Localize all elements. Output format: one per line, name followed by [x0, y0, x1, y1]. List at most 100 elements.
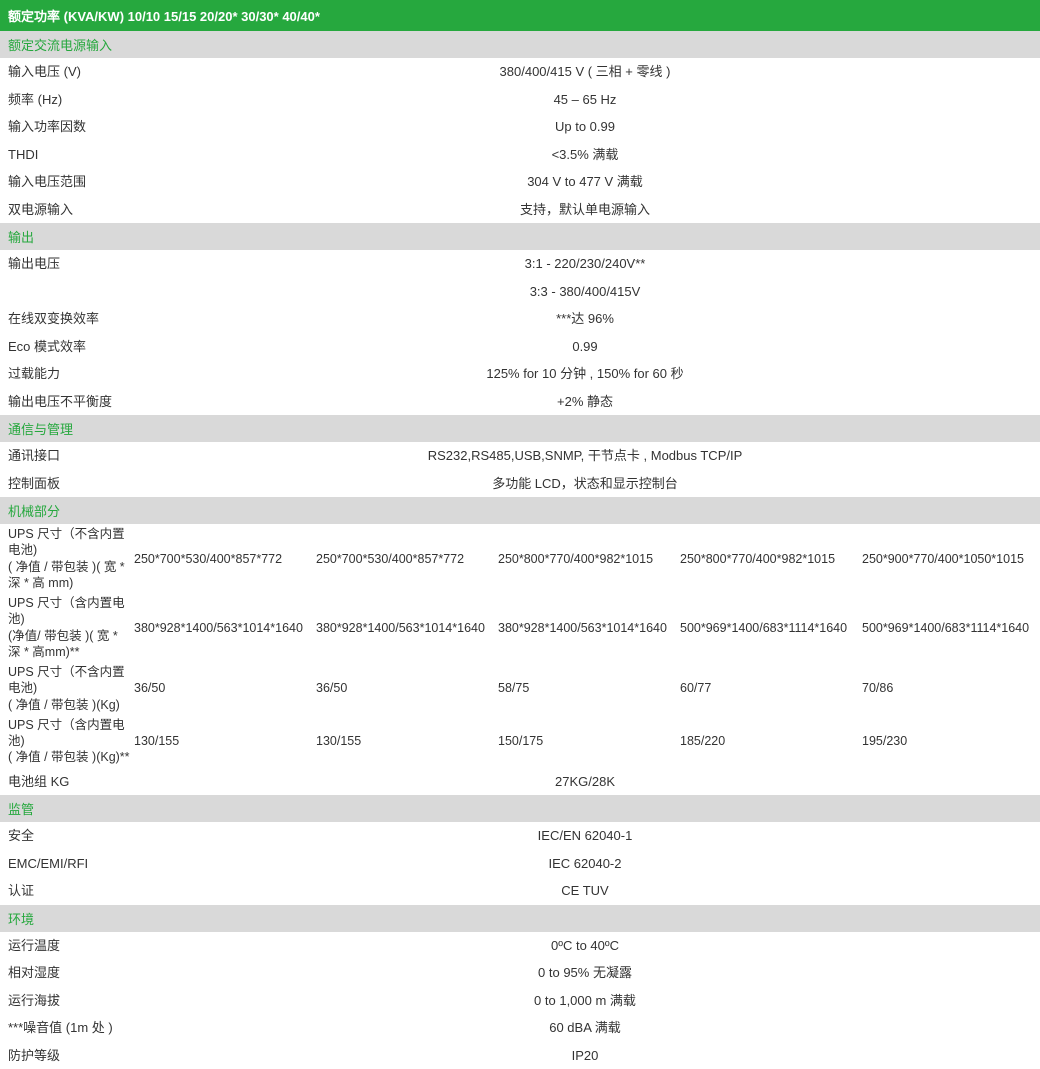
spec-label: 运行海拔	[8, 991, 138, 1011]
spec-value: 58/75	[494, 681, 676, 695]
spec-label: ***噪音值 (1m 处 )	[8, 1018, 138, 1038]
spec-multi-row: UPS 尺寸（不含内置电池) ( 净值 / 带包装 )( 宽 * 深 * 高 m…	[0, 524, 1040, 593]
spec-value: 36/50	[130, 681, 312, 695]
spec-label: 电池组 KG	[8, 772, 138, 792]
spec-row: 控制面板多功能 LCD，状态和显示控制台	[0, 470, 1040, 498]
spec-label: 运行温度	[8, 936, 138, 956]
spec-label: Eco 模式效率	[8, 337, 138, 357]
spec-value: 0 to 1,000 m 满载	[138, 991, 1032, 1011]
spec-row: 输入功率因数Up to 0.99	[0, 113, 1040, 141]
spec-label: UPS 尺寸（含内置电池) ( 净值 / 带包装 )(Kg)**	[0, 717, 130, 766]
spec-value: IP20	[138, 1046, 1032, 1066]
spec-value: 3:1 - 220/230/240V**	[138, 254, 1032, 274]
spec-value: 150/175	[494, 734, 676, 748]
spec-value: 0.99	[138, 337, 1032, 357]
spec-value: Up to 0.99	[138, 117, 1032, 137]
spec-value: 60 dBA 满载	[138, 1018, 1032, 1038]
spec-multi-row: UPS 尺寸（含内置电池) ( 净值 / 带包装 )(Kg)**130/1551…	[0, 715, 1040, 768]
spec-row: 在线双变换效率***达 96%	[0, 305, 1040, 333]
spec-row: 相对湿度0 to 95% 无凝露	[0, 959, 1040, 987]
spec-header: 额定功率 (KVA/KW) 10/10 15/15 20/20* 30/30* …	[0, 0, 1040, 31]
spec-row: 过载能力125% for 10 分钟 , 150% for 60 秒	[0, 360, 1040, 388]
spec-label: 认证	[8, 881, 138, 901]
spec-label: EMC/EMI/RFI	[8, 854, 138, 874]
spec-multi-row: UPS 尺寸（不含内置电池) ( 净值 / 带包装 )(Kg)36/5036/5…	[0, 662, 1040, 715]
spec-value: 支持，默认单电源输入	[138, 200, 1032, 220]
section-input-title: 额定交流电源输入	[0, 31, 1040, 58]
spec-value: 0 to 95% 无凝露	[138, 963, 1032, 983]
spec-row: Eco 模式效率0.99	[0, 333, 1040, 361]
spec-label: 防护等级	[8, 1046, 138, 1066]
spec-row: 输入电压 (V)380/400/415 V ( 三相 + 零线 )	[0, 58, 1040, 86]
spec-value: CE TUV	[138, 881, 1032, 901]
spec-value: 380*928*1400/563*1014*1640	[130, 621, 312, 635]
spec-row: 输出电压3:1 - 220/230/240V**	[0, 250, 1040, 278]
spec-value: 125% for 10 分钟 , 150% for 60 秒	[138, 364, 1032, 384]
spec-row: EMC/EMI/RFIIEC 62040-2	[0, 850, 1040, 878]
spec-value: 多功能 LCD，状态和显示控制台	[138, 474, 1032, 494]
spec-value: 250*700*530/400*857*772	[130, 552, 312, 566]
spec-value: IEC/EN 62040-1	[138, 826, 1032, 846]
spec-label: 通讯接口	[8, 446, 138, 466]
spec-label: 过载能力	[8, 364, 138, 384]
spec-label: 输入电压范围	[8, 172, 138, 192]
spec-row: 3:3 - 380/400/415V	[0, 278, 1040, 306]
spec-value: 500*969*1400/683*1114*1640	[858, 621, 1040, 635]
spec-value: 250*800*770/400*982*1015	[676, 552, 858, 566]
spec-row: 安全IEC/EN 62040-1	[0, 822, 1040, 850]
spec-label: THDI	[8, 145, 138, 165]
section-output-title: 输出	[0, 223, 1040, 250]
spec-value: 380*928*1400/563*1014*1640	[494, 621, 676, 635]
spec-value: ***达 96%	[138, 309, 1032, 329]
spec-label: 控制面板	[8, 474, 138, 494]
spec-multi-row: UPS 尺寸（含内置电池) (净值/ 带包装 )( 宽 * 深 * 高mm)**…	[0, 593, 1040, 662]
spec-row: 输出电压不平衡度+2% 静态	[0, 388, 1040, 416]
section-env-title: 环境	[0, 905, 1040, 932]
spec-value: 130/155	[312, 734, 494, 748]
spec-label: 安全	[8, 826, 138, 846]
spec-label: 输出电压	[8, 254, 138, 274]
spec-value: <3.5% 满载	[138, 145, 1032, 165]
spec-label: UPS 尺寸（不含内置电池) ( 净值 / 带包装 )(Kg)	[0, 664, 130, 713]
spec-value: +2% 静态	[138, 392, 1032, 412]
spec-value: 195/230	[858, 734, 1040, 748]
spec-row: 认证CE TUV	[0, 877, 1040, 905]
spec-value: 60/77	[676, 681, 858, 695]
spec-row: ***噪音值 (1m 处 )60 dBA 满载	[0, 1014, 1040, 1042]
spec-value: 250*900*770/400*1050*1015	[858, 552, 1040, 566]
spec-row: 运行温度0ºC to 40ºC	[0, 932, 1040, 960]
spec-label: 输入电压 (V)	[8, 62, 138, 82]
spec-value: 70/86	[858, 681, 1040, 695]
spec-row: THDI<3.5% 满载	[0, 141, 1040, 169]
spec-label: UPS 尺寸（含内置电池) (净值/ 带包装 )( 宽 * 深 * 高mm)**	[0, 595, 130, 660]
spec-row: 通讯接口RS232,RS485,USB,SNMP, 干节点卡 , Modbus …	[0, 442, 1040, 470]
spec-value: 27KG/28K	[138, 772, 1032, 792]
spec-value: 250*800*770/400*982*1015	[494, 552, 676, 566]
spec-label: 双电源输入	[8, 200, 138, 220]
spec-value: 3:3 - 380/400/415V	[138, 282, 1032, 302]
spec-row: 运行海拔0 to 1,000 m 满载	[0, 987, 1040, 1015]
spec-row: 防护等级IP20	[0, 1042, 1040, 1069]
spec-value: 500*969*1400/683*1114*1640	[676, 621, 858, 635]
spec-value: 130/155	[130, 734, 312, 748]
spec-row: 频率 (Hz)45 – 65 Hz	[0, 86, 1040, 114]
spec-label: 频率 (Hz)	[8, 90, 138, 110]
section-reg-title: 监管	[0, 795, 1040, 822]
spec-value: 45 – 65 Hz	[138, 90, 1032, 110]
spec-row: 双电源输入支持，默认单电源输入	[0, 196, 1040, 224]
spec-value: 250*700*530/400*857*772	[312, 552, 494, 566]
spec-value: 380/400/415 V ( 三相 + 零线 )	[138, 62, 1032, 82]
spec-value: 380*928*1400/563*1014*1640	[312, 621, 494, 635]
spec-label: 在线双变换效率	[8, 309, 138, 329]
spec-label: 输出电压不平衡度	[8, 392, 138, 412]
spec-value: 36/50	[312, 681, 494, 695]
spec-row: 电池组 KG27KG/28K	[0, 768, 1040, 796]
spec-value: RS232,RS485,USB,SNMP, 干节点卡 , Modbus TCP/…	[138, 446, 1032, 466]
spec-row: 输入电压范围304 V to 477 V 满载	[0, 168, 1040, 196]
spec-value: IEC 62040-2	[138, 854, 1032, 874]
spec-label: 输入功率因数	[8, 117, 138, 137]
spec-label: UPS 尺寸（不含内置电池) ( 净值 / 带包装 )( 宽 * 深 * 高 m…	[0, 526, 130, 591]
section-mech-title: 机械部分	[0, 497, 1040, 524]
spec-value: 304 V to 477 V 满载	[138, 172, 1032, 192]
spec-value: 0ºC to 40ºC	[138, 936, 1032, 956]
